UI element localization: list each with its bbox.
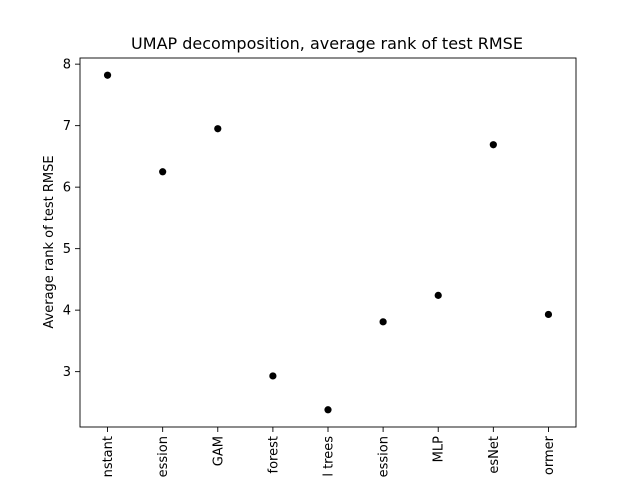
- x-tick-label: ession: [377, 436, 392, 477]
- plot-area: [79, 57, 577, 428]
- x-tick-label: ession: [156, 436, 171, 477]
- data-point: [379, 318, 387, 326]
- x-tick-label: nstant: [101, 436, 116, 477]
- y-axis: 3 4 5 6 7 8: [63, 58, 80, 380]
- x-axis: nstant ession GAM forest l trees ession MLP esN…: [101, 427, 557, 477]
- data-point: [324, 406, 332, 414]
- y-tick-label: 6: [63, 181, 71, 196]
- data-point: [544, 310, 553, 319]
- data-point: [434, 291, 442, 299]
- y-tick-label: 8: [63, 58, 71, 73]
- x-tick-label: forest: [266, 436, 281, 473]
- y-axis-label: Average rank of test RMSE: [42, 155, 57, 328]
- data-point: [159, 168, 167, 176]
- y-tick-label: 5: [63, 242, 71, 257]
- data-points: [103, 71, 553, 414]
- data-point: [214, 125, 222, 133]
- x-tick-label: l trees: [322, 436, 337, 477]
- x-tick-label: GAM: [211, 436, 226, 466]
- data-point: [489, 141, 497, 149]
- x-tick-label: MLP: [432, 436, 447, 462]
- x-tick-label: esNet: [487, 436, 502, 474]
- chart-title: UMAP decomposition, average rank of test…: [131, 34, 523, 53]
- data-point: [269, 372, 277, 380]
- y-tick-label: 3: [63, 365, 71, 380]
- y-tick-label: 7: [63, 119, 71, 134]
- x-tick-label: ormer: [542, 435, 557, 475]
- y-tick-label: 4: [63, 304, 71, 319]
- data-point: [103, 71, 112, 79]
